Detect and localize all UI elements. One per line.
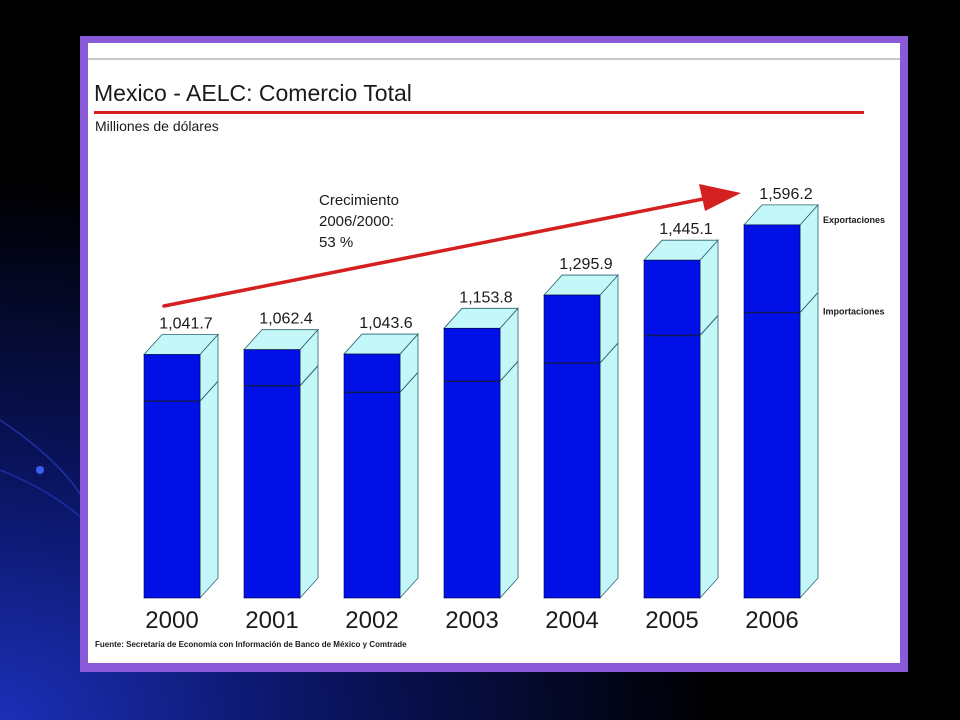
chart-title: Mexico - AELC: Comercio Total [94, 80, 412, 106]
bar-side-2002 [399, 333, 419, 600]
bar-2001 [243, 349, 301, 599]
decorative-bullet [36, 466, 44, 474]
value-label-2006: 1,596.2 [759, 186, 812, 203]
bar-2002 [343, 353, 401, 599]
growth-line-2: 2006/2000: [319, 213, 395, 230]
bar-side-2004 [599, 274, 619, 600]
category-label-2006: 2006 [745, 607, 798, 634]
growth-arrow-head [699, 184, 741, 211]
bar-side-2005 [699, 239, 719, 600]
segment-divider-side-2002 [399, 371, 419, 393]
bar-2005 [643, 259, 701, 599]
bar-side-2000 [199, 333, 219, 600]
legend-exportaciones: Exportaciones [823, 215, 885, 225]
panel-top-rule [88, 58, 900, 60]
growth-line-3: 53 % [319, 234, 354, 251]
category-label-2005: 2005 [645, 607, 698, 634]
bar-2000 [143, 354, 201, 599]
segment-divider-side-2000 [199, 380, 219, 402]
category-label-2003: 2003 [445, 607, 498, 634]
chart-subtitle: Milliones de dólares [95, 118, 219, 134]
growth-arrow [162, 196, 710, 308]
value-label-2002: 1,043.6 [359, 315, 412, 332]
value-label-2001: 1,062.4 [259, 311, 312, 328]
category-label-2002: 2002 [345, 607, 398, 634]
segment-divider-side-2006 [799, 292, 819, 313]
bar-side-2003 [499, 307, 519, 600]
growth-annotation: Crecimiento 2006/2000: 53 % [319, 190, 399, 253]
segment-divider-side-2004 [599, 342, 619, 364]
category-label-2000: 2000 [145, 607, 198, 634]
value-label-2005: 1,445.1 [659, 221, 712, 238]
segment-divider-side-2001 [299, 365, 319, 387]
growth-line-1: Crecimiento [319, 192, 400, 209]
value-label-2003: 1,153.8 [459, 289, 512, 306]
bar-side-2006 [799, 203, 819, 600]
value-label-2004: 1,295.9 [559, 256, 612, 273]
legend-importaciones: Importaciones [823, 307, 885, 317]
segment-divider-side-2005 [699, 315, 719, 336]
value-label-2000: 1,041.7 [159, 316, 212, 333]
bar-side-2001 [299, 328, 319, 600]
source-note: Fuente: Secretaría de Economía con Infor… [95, 640, 407, 649]
segment-divider-side-2003 [499, 360, 519, 382]
bar-2006 [743, 224, 801, 599]
bar-2003 [443, 327, 501, 599]
bar-2004 [543, 294, 601, 599]
category-label-2004: 2004 [545, 607, 598, 634]
category-label-2001: 2001 [245, 607, 298, 634]
title-underline [94, 111, 864, 114]
